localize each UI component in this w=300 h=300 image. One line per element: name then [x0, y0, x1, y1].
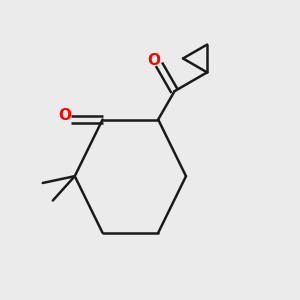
Text: O: O	[58, 108, 71, 123]
Text: O: O	[148, 53, 160, 68]
